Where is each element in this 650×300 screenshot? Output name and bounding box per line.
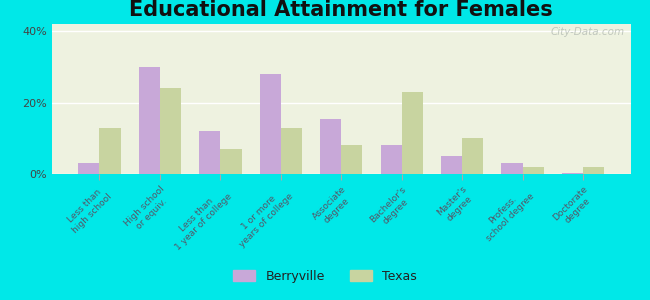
Title: Educational Attainment for Females: Educational Attainment for Females bbox=[129, 0, 553, 20]
Bar bbox=[441, 156, 462, 174]
Legend: Berryville, Texas: Berryville, Texas bbox=[228, 265, 422, 288]
Bar bbox=[220, 149, 242, 174]
Bar bbox=[78, 163, 99, 174]
Bar bbox=[199, 131, 220, 174]
Bar bbox=[259, 74, 281, 174]
Bar bbox=[99, 128, 121, 174]
Text: City-Data.com: City-Data.com bbox=[551, 27, 625, 37]
Bar bbox=[562, 173, 583, 174]
Bar bbox=[341, 146, 363, 174]
Bar bbox=[138, 67, 160, 174]
Bar bbox=[281, 128, 302, 174]
Bar bbox=[320, 118, 341, 174]
Bar bbox=[583, 167, 605, 174]
Bar bbox=[380, 146, 402, 174]
Bar bbox=[160, 88, 181, 174]
Bar bbox=[402, 92, 423, 174]
Bar bbox=[523, 167, 544, 174]
Bar bbox=[501, 163, 523, 174]
Bar bbox=[462, 138, 484, 174]
